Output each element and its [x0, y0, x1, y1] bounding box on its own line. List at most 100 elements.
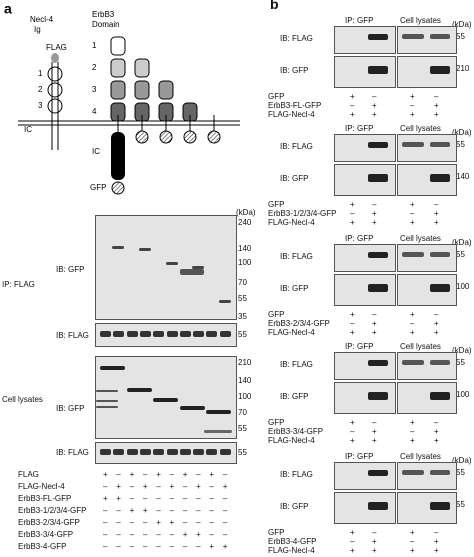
marker: 55 — [238, 424, 247, 433]
band — [96, 390, 118, 392]
band — [179, 331, 191, 337]
band — [100, 449, 111, 455]
condition-sign: + — [434, 218, 439, 227]
condition-sign: – — [209, 530, 214, 539]
condition-sign: + — [372, 101, 377, 110]
condition-sign: + — [410, 110, 415, 119]
condition-sign: – — [196, 506, 201, 515]
condition-sign: + — [222, 542, 228, 551]
domain-shape — [134, 58, 150, 78]
band — [219, 331, 231, 337]
condition-sign: – — [350, 209, 355, 218]
condition-sign: – — [196, 542, 201, 551]
domain-shape — [135, 130, 149, 144]
marker: 210 — [238, 358, 252, 367]
label: IB: GFP — [280, 502, 309, 511]
condition-sign: – — [116, 518, 121, 527]
band — [179, 449, 191, 455]
label: IP: GFP — [345, 452, 374, 461]
condition-name: GFP — [268, 418, 285, 427]
condition-name: ErbB3-2/3/4-GFP — [18, 518, 80, 527]
band — [430, 174, 450, 182]
condition-sign: – — [156, 506, 161, 515]
condition-sign: – — [129, 530, 135, 539]
label: Domain — [92, 20, 120, 29]
band — [206, 331, 218, 337]
domain-shape — [134, 80, 150, 100]
condition-sign: – — [116, 506, 121, 515]
marker: 140 — [238, 376, 252, 385]
band — [96, 406, 118, 408]
condition-sign: + — [434, 209, 439, 218]
condition-sign: + — [434, 537, 439, 546]
label: GFP — [90, 183, 106, 192]
blot — [397, 352, 457, 380]
label: 1 — [92, 41, 97, 50]
marker: 100 — [456, 282, 470, 291]
label: IB: FLAG — [280, 470, 313, 479]
domain-diagram: a Necl-4 Ig FLAG 1 2 3 IC ErbB3 Domain 1… — [4, 1, 240, 195]
band — [126, 388, 152, 392]
label: IB: GFP — [280, 66, 309, 75]
label: IB: GFP — [56, 265, 85, 274]
domain-shape — [159, 130, 173, 144]
condition-name: FLAG-Necl-4 — [268, 546, 315, 555]
label: ErbB3 — [92, 10, 115, 19]
condition-sign: + — [116, 482, 121, 491]
panel-label: b — [270, 0, 279, 12]
condition-sign: – — [209, 518, 214, 527]
band — [126, 331, 138, 337]
condition-sign: + — [372, 427, 377, 436]
condition-sign: – — [222, 518, 228, 527]
condition-sign: – — [410, 209, 415, 218]
band — [368, 34, 388, 40]
condition-sign: – — [434, 528, 439, 537]
condition-name: GFP — [268, 310, 285, 319]
label: (kDa) — [452, 456, 472, 465]
condition-name: ErbB3-FL-GFP — [268, 101, 322, 110]
condition-sign: – — [350, 537, 355, 546]
condition-sign: + — [410, 546, 415, 555]
label: 2 — [38, 85, 43, 94]
label: 1 — [38, 69, 43, 78]
domain-shape — [207, 130, 221, 144]
condition-sign: – — [142, 542, 148, 551]
condition-sign: + — [103, 470, 108, 479]
label: Cell lysates — [400, 16, 441, 25]
band — [430, 502, 450, 510]
condition-sign: – — [372, 418, 377, 427]
domain-shape — [110, 80, 126, 100]
condition-sign: + — [372, 319, 377, 328]
marker: 100 — [238, 392, 252, 401]
marker: 70 — [238, 278, 247, 287]
condition-sign: – — [434, 200, 439, 209]
blot — [95, 215, 237, 320]
condition-sign: + — [196, 482, 201, 491]
condition-sign: + — [129, 470, 135, 479]
label: (kDa) — [452, 20, 472, 29]
label: Cell lysates — [400, 342, 441, 351]
condition-sign: + — [410, 436, 415, 445]
condition-sign: – — [196, 470, 201, 479]
band — [402, 252, 424, 257]
condition-sign: – — [182, 518, 188, 527]
band — [139, 331, 151, 337]
band — [430, 470, 450, 475]
marker: 140 — [456, 172, 470, 181]
condition-sign: – — [434, 92, 439, 101]
condition-sign: – — [142, 530, 148, 539]
label: Cell lysates — [400, 234, 441, 243]
label: 3 — [92, 85, 97, 94]
label: (kDa) — [452, 238, 472, 247]
band — [368, 66, 388, 74]
condition-sign: + — [410, 200, 415, 209]
band — [138, 248, 151, 251]
condition-sign: + — [410, 92, 415, 101]
condition-name: ErbB3-FL-GFP — [18, 494, 72, 503]
condition-sign: + — [182, 470, 188, 479]
condition-sign: + — [350, 436, 355, 445]
condition-sign: – — [182, 542, 188, 551]
condition-sign: – — [169, 494, 174, 503]
condition-name: GFP — [268, 92, 285, 101]
band — [206, 449, 218, 455]
